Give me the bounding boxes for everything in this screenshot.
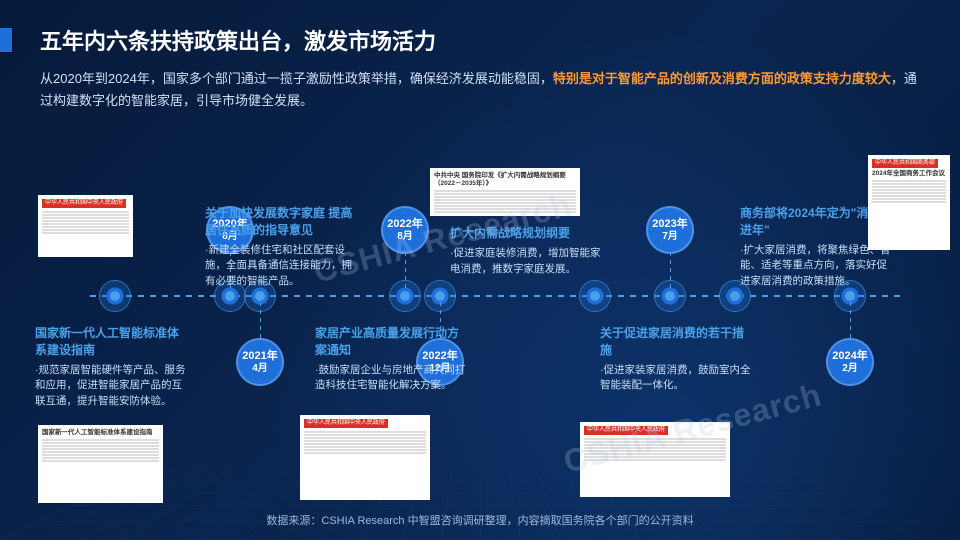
item-body: ·新建全装修住宅和社区配套设施，全面具备通信连接能力，拥有必要的智能产品。: [205, 243, 360, 290]
timeline-node: [99, 280, 131, 312]
document-thumbnail: 中共中央 国务院印发《扩大内需战略规划纲要（2022－2035年）》: [430, 168, 580, 216]
item-title: 关于加快发展数字家庭 提高居住品质的指导意见: [205, 205, 360, 239]
timeline-item: 关于促进家居消费的若干措施 ·促进家装家居消费，鼓励室内全智能装配一体化。: [600, 325, 755, 394]
item-title: 扩大内需战略规划纲要: [450, 225, 605, 242]
item-title: 关于促进家居消费的若干措施: [600, 325, 755, 359]
document-thumbnail: 中华人民共和国商务部2024年全国商务工作会议: [868, 155, 950, 250]
connector-line: [405, 254, 406, 296]
document-thumbnail: 国家新一代人工智能标准体系建设指南: [38, 425, 163, 503]
document-thumbnail: 中华人民共和国中央人民政府: [38, 195, 133, 257]
timeline-item: 关于加快发展数字家庭 提高居住品质的指导意见 ·新建全装修住宅和社区配套设施，全面…: [205, 205, 360, 290]
item-body: ·促进家装家居消费，鼓励室内全智能装配一体化。: [600, 363, 755, 395]
item-title: 国家新一代人工智能标准体系建设指南: [35, 325, 190, 359]
date-badge: 2022年8月: [381, 206, 429, 254]
connector-line: [850, 296, 851, 338]
footer-source: 数据来源：CSHIA Research 中智盟咨询调研整理，内容摘取国务院各个部…: [0, 512, 960, 528]
item-body: ·规范家居智能硬件等产品、服务和应用，促进智能家居产品的互联互通，提升智能安防体…: [35, 363, 190, 410]
item-body: ·促进家庭装修消费，增加智能家电消费，推数字家庭发展。: [450, 246, 605, 278]
document-thumbnail: 中华人民共和国中央人民政府: [300, 415, 430, 500]
timeline-axis: [90, 295, 900, 297]
timeline-node: [579, 280, 611, 312]
item-body: ·鼓励家居企业与房地产商共同打造科技住宅智能化解决方案。: [315, 363, 470, 395]
timeline-item: 家居产业高质量发展行动方案通知 ·鼓励家居企业与房地产商共同打造科技住宅智能化解决…: [315, 325, 470, 394]
date-badge: 2023年7月: [646, 206, 694, 254]
connector-line: [670, 254, 671, 296]
timeline-item: 国家新一代人工智能标准体系建设指南 ·规范家居智能硬件等产品、服务和应用，促进智能…: [35, 325, 190, 410]
timeline-item: 扩大内需战略规划纲要 ·促进家庭装修消费，增加智能家电消费，推数字家庭发展。: [450, 225, 605, 277]
item-title: 家居产业高质量发展行动方案通知: [315, 325, 470, 359]
title-accent-bar: [0, 28, 12, 52]
desc-pre: 从2020年到2024年，国家多个部门通过一揽子激励性政策举措，确保经济发展动能…: [40, 71, 553, 86]
page-title: 五年内六条扶持政策出台，激发市场活力: [40, 24, 436, 56]
connector-line: [260, 296, 261, 338]
description: 从2020年到2024年，国家多个部门通过一揽子激励性政策举措，确保经济发展动能…: [40, 68, 920, 112]
desc-highlight: 特别是对于智能产品的创新及消费方面的政策支持力度较大: [553, 71, 891, 86]
document-thumbnail: 中华人民共和国中央人民政府: [580, 422, 730, 497]
date-badge: 2024年2月: [826, 338, 874, 386]
date-badge: 2021年4月: [236, 338, 284, 386]
